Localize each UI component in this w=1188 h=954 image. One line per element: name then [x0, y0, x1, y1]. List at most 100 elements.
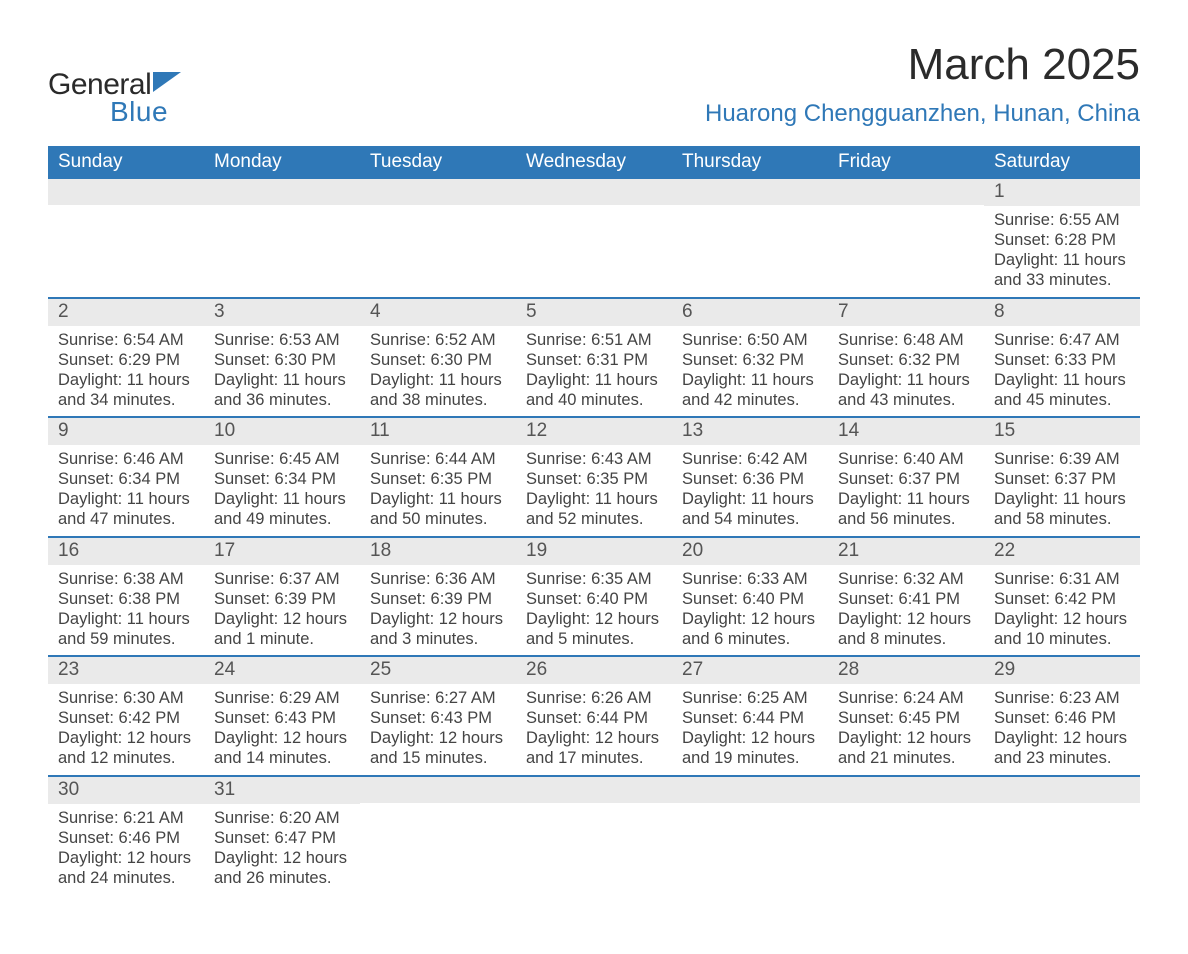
- day-detail-line: Sunrise: 6:45 AM: [214, 449, 350, 469]
- day-detail-line: and 58 minutes.: [994, 509, 1130, 529]
- day-number: 28: [828, 657, 984, 684]
- day-detail-line: and 17 minutes.: [526, 748, 662, 768]
- day-detail-line: and 19 minutes.: [682, 748, 818, 768]
- day-detail-line: Sunset: 6:28 PM: [994, 230, 1130, 250]
- calendar-day: 12Sunrise: 6:43 AMSunset: 6:35 PMDayligh…: [516, 418, 672, 536]
- day-detail-line: Daylight: 11 hours: [994, 370, 1130, 390]
- day-detail-line: Sunrise: 6:29 AM: [214, 688, 350, 708]
- calendar-day-empty: [516, 179, 672, 297]
- day-details: [516, 803, 672, 807]
- page-header: General Blue March 2025 Huarong Chenggua…: [48, 40, 1140, 128]
- calendar-week-row: 9Sunrise: 6:46 AMSunset: 6:34 PMDaylight…: [48, 416, 1140, 536]
- day-detail-line: Sunrise: 6:40 AM: [838, 449, 974, 469]
- day-number: 23: [48, 657, 204, 684]
- calendar-day: 14Sunrise: 6:40 AMSunset: 6:37 PMDayligh…: [828, 418, 984, 536]
- day-number: [48, 179, 204, 205]
- weekday-header: Friday: [828, 146, 984, 179]
- day-detail-line: Daylight: 12 hours: [838, 609, 974, 629]
- day-details: Sunrise: 6:33 AMSunset: 6:40 PMDaylight:…: [672, 565, 828, 650]
- day-details: Sunrise: 6:55 AMSunset: 6:28 PMDaylight:…: [984, 206, 1140, 291]
- day-detail-line: Sunset: 6:37 PM: [994, 469, 1130, 489]
- day-number: 10: [204, 418, 360, 445]
- day-detail-line: Daylight: 11 hours: [58, 489, 194, 509]
- day-details: [828, 205, 984, 209]
- day-detail-line: and 1 minute.: [214, 629, 350, 649]
- day-detail-line: Sunset: 6:32 PM: [838, 350, 974, 370]
- day-detail-line: Sunrise: 6:35 AM: [526, 569, 662, 589]
- day-detail-line: Sunset: 6:35 PM: [526, 469, 662, 489]
- day-detail-line: and 45 minutes.: [994, 390, 1130, 410]
- day-detail-line: Daylight: 11 hours: [526, 489, 662, 509]
- day-detail-line: Sunset: 6:45 PM: [838, 708, 974, 728]
- calendar-day: 16Sunrise: 6:38 AMSunset: 6:38 PMDayligh…: [48, 538, 204, 656]
- day-number: 9: [48, 418, 204, 445]
- day-details: Sunrise: 6:50 AMSunset: 6:32 PMDaylight:…: [672, 326, 828, 411]
- day-detail-line: and 34 minutes.: [58, 390, 194, 410]
- day-details: [360, 803, 516, 807]
- day-detail-line: Sunrise: 6:27 AM: [370, 688, 506, 708]
- calendar-day-empty: [204, 179, 360, 297]
- day-detail-line: Daylight: 11 hours: [994, 489, 1130, 509]
- day-number: 4: [360, 299, 516, 326]
- weekday-header-row: SundayMondayTuesdayWednesdayThursdayFrid…: [48, 146, 1140, 179]
- day-number: [360, 179, 516, 205]
- calendar-day: 28Sunrise: 6:24 AMSunset: 6:45 PMDayligh…: [828, 657, 984, 775]
- day-number: 2: [48, 299, 204, 326]
- day-detail-line: Sunrise: 6:26 AM: [526, 688, 662, 708]
- day-detail-line: Daylight: 12 hours: [526, 728, 662, 748]
- day-detail-line: Sunrise: 6:54 AM: [58, 330, 194, 350]
- day-details: [516, 205, 672, 209]
- day-detail-line: and 56 minutes.: [838, 509, 974, 529]
- calendar-day: 27Sunrise: 6:25 AMSunset: 6:44 PMDayligh…: [672, 657, 828, 775]
- day-number: [360, 777, 516, 803]
- day-detail-line: Daylight: 11 hours: [58, 370, 194, 390]
- day-number: 15: [984, 418, 1140, 445]
- calendar-day: 17Sunrise: 6:37 AMSunset: 6:39 PMDayligh…: [204, 538, 360, 656]
- day-number: 8: [984, 299, 1140, 326]
- day-details: Sunrise: 6:47 AMSunset: 6:33 PMDaylight:…: [984, 326, 1140, 411]
- calendar-day: 20Sunrise: 6:33 AMSunset: 6:40 PMDayligh…: [672, 538, 828, 656]
- day-detail-line: and 14 minutes.: [214, 748, 350, 768]
- calendar-day: 29Sunrise: 6:23 AMSunset: 6:46 PMDayligh…: [984, 657, 1140, 775]
- day-detail-line: Sunrise: 6:20 AM: [214, 808, 350, 828]
- calendar-day: 7Sunrise: 6:48 AMSunset: 6:32 PMDaylight…: [828, 299, 984, 417]
- calendar-day-empty: [672, 777, 828, 895]
- day-detail-line: Sunrise: 6:33 AM: [682, 569, 818, 589]
- day-detail-line: Daylight: 12 hours: [370, 609, 506, 629]
- weekday-header: Thursday: [672, 146, 828, 179]
- day-details: Sunrise: 6:27 AMSunset: 6:43 PMDaylight:…: [360, 684, 516, 769]
- calendar-week-row: 2Sunrise: 6:54 AMSunset: 6:29 PMDaylight…: [48, 297, 1140, 417]
- calendar-day: 21Sunrise: 6:32 AMSunset: 6:41 PMDayligh…: [828, 538, 984, 656]
- day-detail-line: Sunrise: 6:39 AM: [994, 449, 1130, 469]
- day-detail-line: and 47 minutes.: [58, 509, 194, 529]
- day-detail-line: Sunset: 6:30 PM: [214, 350, 350, 370]
- day-detail-line: Sunrise: 6:52 AM: [370, 330, 506, 350]
- day-number: [984, 777, 1140, 803]
- day-detail-line: Sunrise: 6:21 AM: [58, 808, 194, 828]
- day-details: Sunrise: 6:51 AMSunset: 6:31 PMDaylight:…: [516, 326, 672, 411]
- day-detail-line: and 33 minutes.: [994, 270, 1130, 290]
- day-details: Sunrise: 6:20 AMSunset: 6:47 PMDaylight:…: [204, 804, 360, 889]
- day-number: 19: [516, 538, 672, 565]
- day-details: Sunrise: 6:25 AMSunset: 6:44 PMDaylight:…: [672, 684, 828, 769]
- day-number: 24: [204, 657, 360, 684]
- calendar-day-empty: [516, 777, 672, 895]
- day-number: [828, 179, 984, 205]
- calendar-day: 18Sunrise: 6:36 AMSunset: 6:39 PMDayligh…: [360, 538, 516, 656]
- day-number: 11: [360, 418, 516, 445]
- day-detail-line: and 49 minutes.: [214, 509, 350, 529]
- day-detail-line: and 3 minutes.: [370, 629, 506, 649]
- calendar-week-row: 23Sunrise: 6:30 AMSunset: 6:42 PMDayligh…: [48, 655, 1140, 775]
- day-detail-line: Daylight: 11 hours: [994, 250, 1130, 270]
- day-detail-line: Daylight: 12 hours: [994, 609, 1130, 629]
- day-detail-line: and 6 minutes.: [682, 629, 818, 649]
- day-detail-line: Daylight: 11 hours: [214, 370, 350, 390]
- day-detail-line: Sunset: 6:43 PM: [214, 708, 350, 728]
- day-detail-line: Sunset: 6:35 PM: [370, 469, 506, 489]
- calendar-day: 9Sunrise: 6:46 AMSunset: 6:34 PMDaylight…: [48, 418, 204, 536]
- day-detail-line: Sunset: 6:29 PM: [58, 350, 194, 370]
- day-detail-line: and 15 minutes.: [370, 748, 506, 768]
- day-detail-line: Sunset: 6:30 PM: [370, 350, 506, 370]
- day-detail-line: Sunrise: 6:25 AM: [682, 688, 818, 708]
- day-details: Sunrise: 6:31 AMSunset: 6:42 PMDaylight:…: [984, 565, 1140, 650]
